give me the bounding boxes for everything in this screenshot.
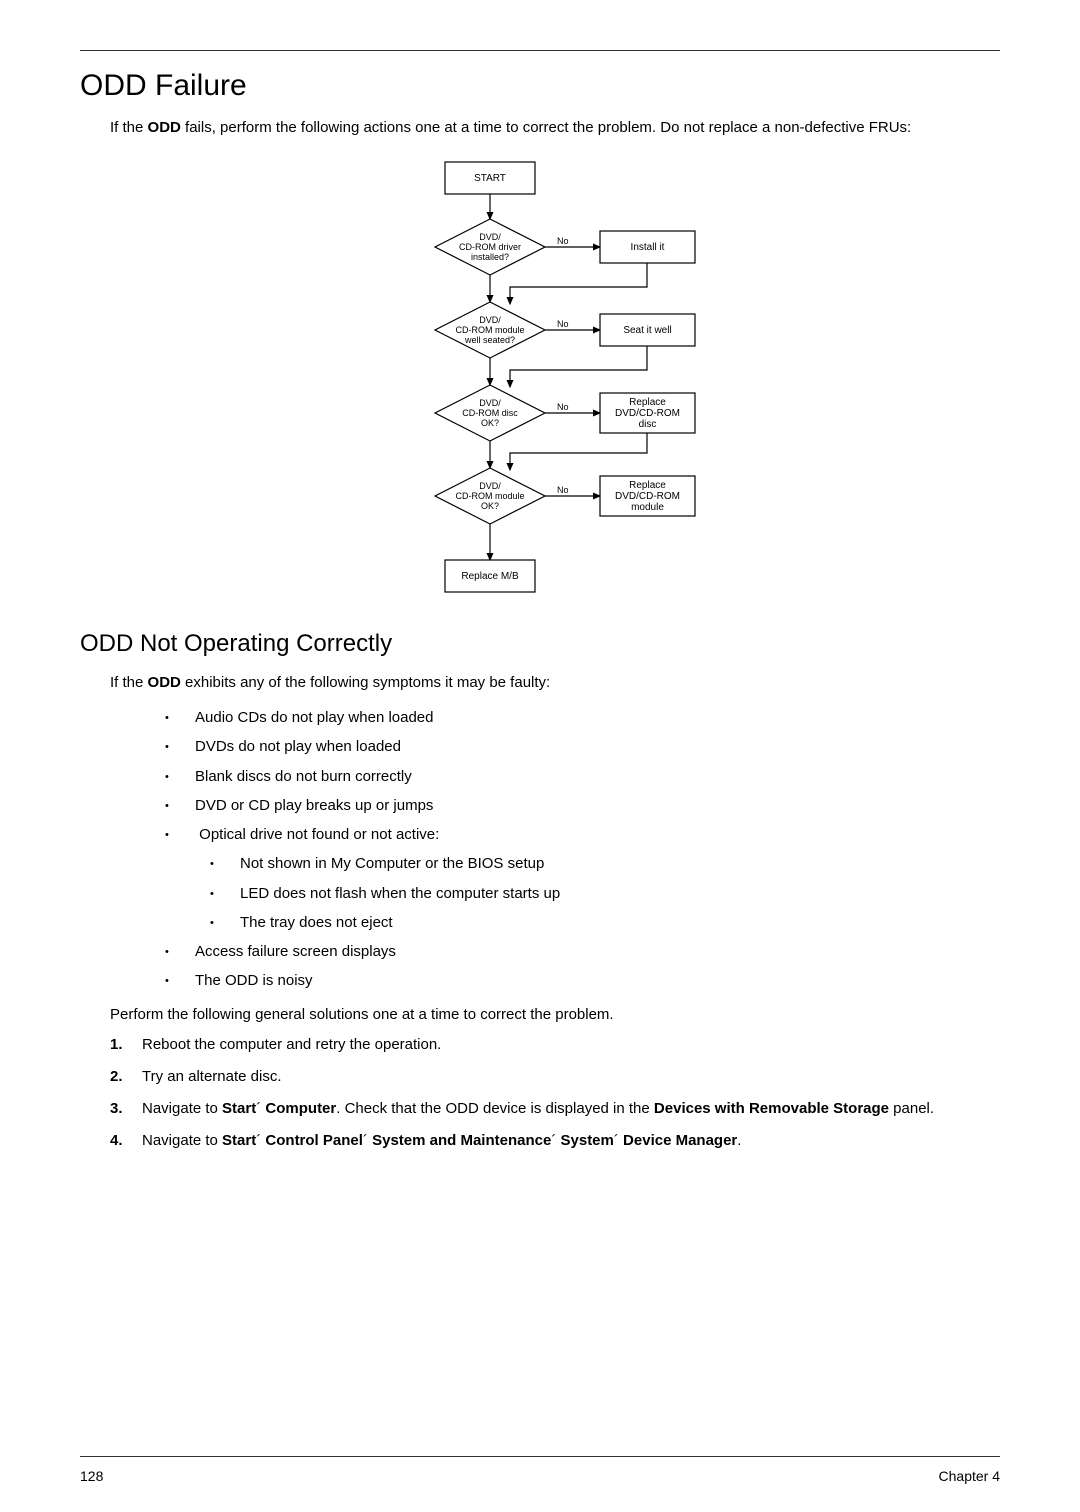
svg-text:Replace: Replace [629, 480, 666, 491]
symptoms-list: Audio CDs do not play when loaded DVDs d… [165, 703, 1000, 996]
svg-text:DVD/: DVD/ [479, 232, 501, 242]
svg-text:Replace: Replace [629, 397, 666, 408]
svg-text:module: module [631, 502, 664, 513]
svg-text:DVD/CD-ROM: DVD/CD-ROM [615, 491, 680, 502]
footer: 128 Chapter 4 [80, 1468, 1000, 1484]
svg-text:START: START [474, 173, 506, 184]
svg-text:well seated?: well seated? [464, 335, 515, 345]
svg-text:DVD/CD-ROM: DVD/CD-ROM [615, 408, 680, 419]
list-item: LED does not flash when the computer sta… [210, 879, 1000, 908]
heading-odd-not-operating: ODD Not Operating Correctly [80, 630, 1000, 658]
svg-text:disc: disc [639, 419, 657, 430]
solutions-list: 1. Reboot the computer and retry the ope… [110, 1035, 1000, 1152]
svg-text:Install it: Install it [631, 242, 665, 253]
svg-text:Seat it well: Seat it well [623, 325, 671, 336]
list-item: Audio CDs do not play when loaded [165, 703, 1000, 732]
svg-text:DVD/: DVD/ [479, 398, 501, 408]
solutions-intro: Perform the following general solutions … [110, 1004, 1000, 1025]
svg-text:Replace M/B: Replace M/B [461, 571, 519, 582]
intro-text: If the ODD fails, perform the following … [110, 117, 1000, 138]
page-number: 128 [80, 1468, 103, 1484]
svg-text:OK?: OK? [481, 501, 499, 511]
list-item: Optical drive not found or not active: N… [165, 820, 1000, 937]
svg-text:DVD/: DVD/ [479, 315, 501, 325]
list-item: The ODD is noisy [165, 966, 1000, 995]
svg-text:installed?: installed? [471, 252, 509, 262]
svg-text:OK?: OK? [481, 418, 499, 428]
odd-flowchart: START DVD/CD-ROM driverinstalled? Install … [350, 152, 730, 602]
top-rule [80, 50, 1000, 51]
svg-text:CD-ROM disc: CD-ROM disc [462, 408, 518, 418]
list-item: 3. Navigate to Start´ Computer. Check th… [110, 1099, 1000, 1119]
list-item: 1. Reboot the computer and retry the ope… [110, 1035, 1000, 1055]
list-item: DVD or CD play breaks up or jumps [165, 791, 1000, 820]
svg-text:No: No [557, 236, 569, 246]
list-item: DVDs do not play when loaded [165, 732, 1000, 761]
list-item: 4. Navigate to Start´ Control Panel´ Sys… [110, 1131, 1000, 1151]
symptoms-intro: If the ODD exhibits any of the following… [110, 672, 1000, 693]
chapter-label: Chapter 4 [939, 1468, 1000, 1484]
svg-text:CD-ROM module: CD-ROM module [455, 491, 524, 501]
list-item: The tray does not eject [210, 908, 1000, 937]
list-item: Access failure screen displays [165, 937, 1000, 966]
svg-text:CD-ROM module: CD-ROM module [455, 325, 524, 335]
svg-text:No: No [557, 319, 569, 329]
list-item: 2. Try an alternate disc. [110, 1067, 1000, 1087]
svg-text:CD-ROM driver: CD-ROM driver [459, 242, 521, 252]
svg-text:DVD/: DVD/ [479, 481, 501, 491]
svg-text:No: No [557, 485, 569, 495]
sub-symptoms-list: Not shown in My Computer or the BIOS set… [210, 849, 1000, 937]
heading-odd-failure: ODD Failure [80, 69, 1000, 103]
list-item: Blank discs do not burn correctly [165, 762, 1000, 791]
list-item: Not shown in My Computer or the BIOS set… [210, 849, 1000, 878]
svg-text:No: No [557, 402, 569, 412]
bottom-rule [80, 1456, 1000, 1457]
